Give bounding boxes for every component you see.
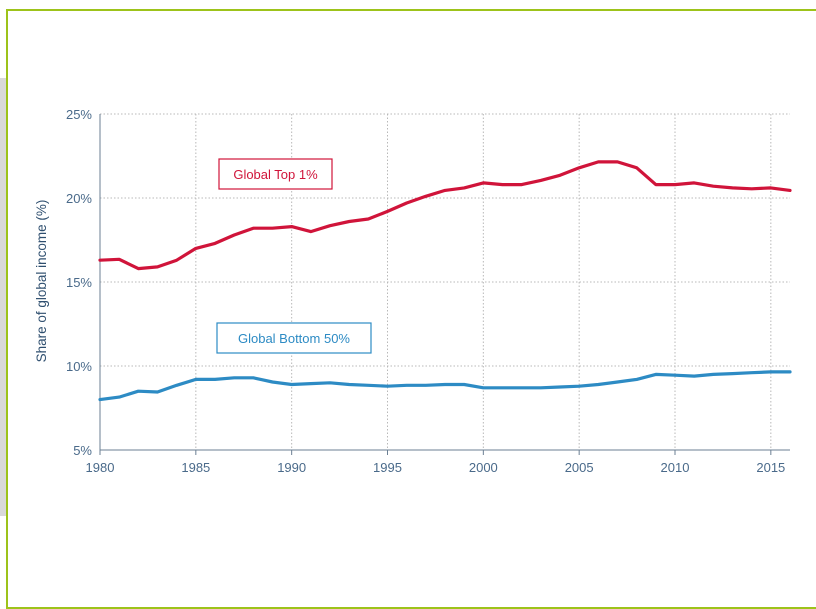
left-panel-strip — [0, 78, 6, 516]
y-tick-label: 5% — [73, 443, 92, 458]
grid — [100, 113, 790, 450]
y-tick-label: 25% — [66, 107, 92, 122]
series-label: Global Top 1% — [233, 167, 318, 182]
series-labels: Global Top 1% Global Bottom 50% — [216, 158, 372, 354]
series-line-top1 — [98, 160, 792, 271]
series-label-box — [218, 158, 333, 190]
axes: 5% 10% 15% 20% 25% 1980 1985 1990 1995 2000 2005 20… — [66, 107, 790, 475]
series-line-bottom50 — [98, 370, 792, 402]
x-tick-label: 1980 — [86, 460, 115, 475]
y-tick-label: 10% — [66, 359, 92, 374]
y-tick-label: 15% — [66, 275, 92, 290]
x-tick-label: 2010 — [661, 460, 690, 475]
series-lines — [98, 160, 792, 402]
line-chart: 5% 10% 15% 20% 25% 1980 1985 1990 1995 2000 2005 20… — [34, 107, 792, 475]
x-tick-label: 1995 — [373, 460, 402, 475]
series-label: Global Bottom 50% — [238, 331, 350, 346]
x-tick-label: 2000 — [469, 460, 498, 475]
x-tick-label: 1990 — [277, 460, 306, 475]
y-axis-label: Share of global income (%) — [34, 200, 49, 363]
x-tick-label: 2015 — [756, 460, 785, 475]
x-tick-label: 1985 — [181, 460, 210, 475]
series-label-box — [216, 322, 372, 354]
x-tick-label: 2005 — [565, 460, 594, 475]
y-tick-label: 20% — [66, 191, 92, 206]
